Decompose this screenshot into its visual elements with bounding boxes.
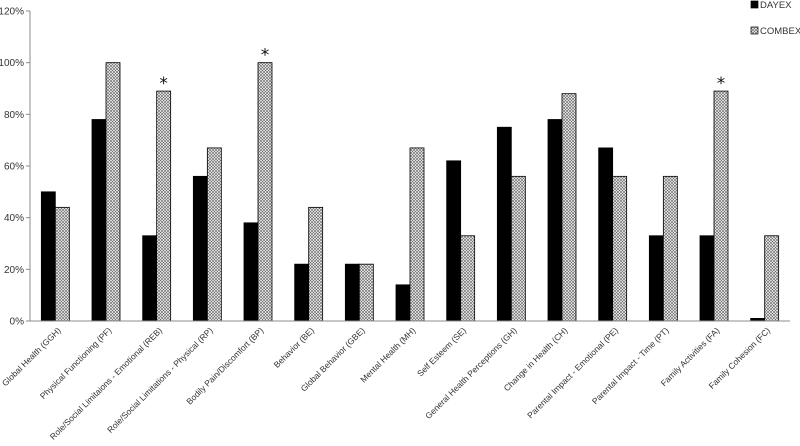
bar-dayex: [40, 191, 56, 322]
x-tick-label: Role/Social Limitaions - Emotional (REB): [48, 325, 164, 441]
y-tick-label: 60%: [4, 162, 24, 173]
x-tick-label: Parental Impact - Emotional (PE): [525, 325, 620, 420]
x-tick-label: Mental Health (MH): [358, 325, 417, 384]
significance-star: *: [159, 74, 168, 94]
bar-combex: [156, 90, 172, 322]
bar-dayex: [395, 284, 411, 322]
bar-dayex: [496, 126, 512, 322]
bar-combex: [662, 175, 678, 322]
bar-combex: [510, 175, 526, 322]
x-tick-label: Self Esteem (SE): [415, 325, 468, 378]
legend-label-combex: COMBEX: [760, 26, 800, 37]
bar-combex: [257, 62, 273, 322]
bar-combex: [713, 90, 729, 322]
bar-dayex: [598, 147, 614, 322]
legend-swatch-dayex: [750, 0, 759, 9]
x-tick-label: General Health Perceptions (GH): [423, 325, 519, 421]
x-tick-label: Role/Social Limitations - Physical (RP): [105, 325, 215, 435]
significance-markers: * * *: [159, 46, 725, 94]
significance-star: *: [261, 46, 270, 66]
bar-combex: [54, 206, 70, 322]
y-tick-label: 0%: [10, 317, 25, 328]
bar-dayex: [142, 235, 158, 322]
bar-dayex: [446, 160, 462, 322]
y-tick-label: 80%: [4, 110, 24, 121]
bar-dayex: [344, 263, 360, 322]
bar-combex: [105, 62, 121, 322]
bar-dayex: [294, 263, 310, 322]
bar-combex: [308, 206, 324, 322]
bar-dayex: [547, 119, 563, 322]
x-axis: Global Health (GGH)Physical Functioning …: [0, 320, 790, 442]
y-axis: 0% 20% 40% 60% 80% 100% 120%: [0, 7, 31, 328]
bar-combex: [561, 93, 577, 322]
x-tick-label: Behavior (BE): [272, 325, 317, 370]
bar-dayex: [648, 235, 664, 322]
legend: DAYEX COMBEX: [750, 0, 800, 37]
bar-combex: [612, 175, 628, 322]
bar-combex: [206, 147, 222, 322]
y-tick-label: 100%: [0, 58, 24, 69]
bars: [40, 62, 780, 322]
bar-combex: [409, 147, 425, 322]
y-tick-label: 40%: [4, 213, 24, 224]
legend-swatch-combex: [750, 26, 759, 35]
significance-star: *: [717, 74, 726, 94]
bar-combex: [460, 235, 476, 322]
bar-dayex: [91, 119, 107, 322]
bar-dayex: [699, 235, 715, 322]
y-tick-label: 120%: [0, 7, 24, 18]
bar-combex: [764, 235, 780, 322]
bar-dayex: [243, 222, 259, 322]
y-tick-label: 20%: [4, 265, 24, 276]
legend-label-dayex: DAYEX: [760, 0, 792, 11]
bar-dayex: [192, 175, 208, 322]
bar-combex: [358, 263, 374, 322]
